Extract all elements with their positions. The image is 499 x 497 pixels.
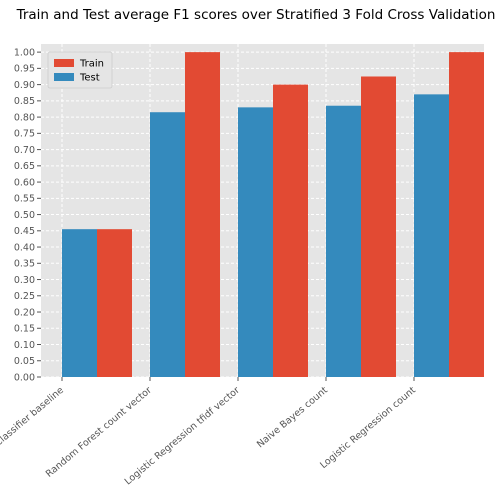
y-tick-label: 0.95 (14, 64, 35, 75)
y-tick-label: 0.20 (14, 307, 35, 318)
x-tick-label: Logistic Regression count (318, 385, 418, 471)
y-tick-label: 0.30 (14, 275, 35, 286)
y-tick-label: 0.50 (14, 210, 35, 221)
legend-label-train: Train (79, 59, 104, 70)
chart-title: Train and Test average F1 scores over St… (16, 7, 496, 23)
y-tick-label: 0.00 (14, 372, 35, 383)
bar-train (273, 84, 308, 378)
legend-swatch-train (54, 59, 74, 67)
bar-test (62, 229, 97, 377)
legend-swatch-test (54, 73, 74, 81)
y-tick-label: 0.40 (14, 242, 35, 253)
bar-train (185, 52, 220, 378)
y-tick-label: 0.45 (14, 226, 35, 237)
y-tick-label: 0.85 (14, 96, 35, 107)
y-tick-label: 0.25 (14, 291, 35, 302)
y-tick-label: 0.35 (14, 259, 35, 270)
y-tick-label: 0.60 (14, 177, 35, 188)
x-tick-label: Naive Bayes count (255, 385, 330, 451)
y-tick-label: 0.65 (14, 161, 35, 172)
bar-train (449, 52, 484, 378)
legend: Train Test (47, 51, 113, 89)
bar-test (238, 107, 273, 377)
y-tick-label: 0.80 (14, 112, 35, 123)
y-tick-label: 0.90 (14, 80, 35, 91)
y-axis: 0.00 0.05 0.10 0.15 0.20 0.25 0.30 0.35 0.40 0.45… (14, 47, 41, 383)
bar-train (361, 76, 396, 378)
y-tick-label: 0.75 (14, 129, 35, 140)
y-tick-label: 0.15 (14, 324, 35, 335)
bar-test (326, 105, 361, 377)
y-tick-label: 0.05 (14, 356, 35, 367)
y-tick-label: 0.55 (14, 194, 35, 205)
bar-test (150, 112, 185, 377)
bars (62, 52, 484, 378)
bar-train (97, 229, 132, 377)
y-tick-label: 0.10 (14, 340, 35, 351)
y-tick-label: 0.70 (14, 145, 35, 156)
y-tick-label: 1.00 (14, 47, 35, 58)
legend-label-test: Test (79, 73, 100, 84)
bar-test (414, 94, 449, 378)
